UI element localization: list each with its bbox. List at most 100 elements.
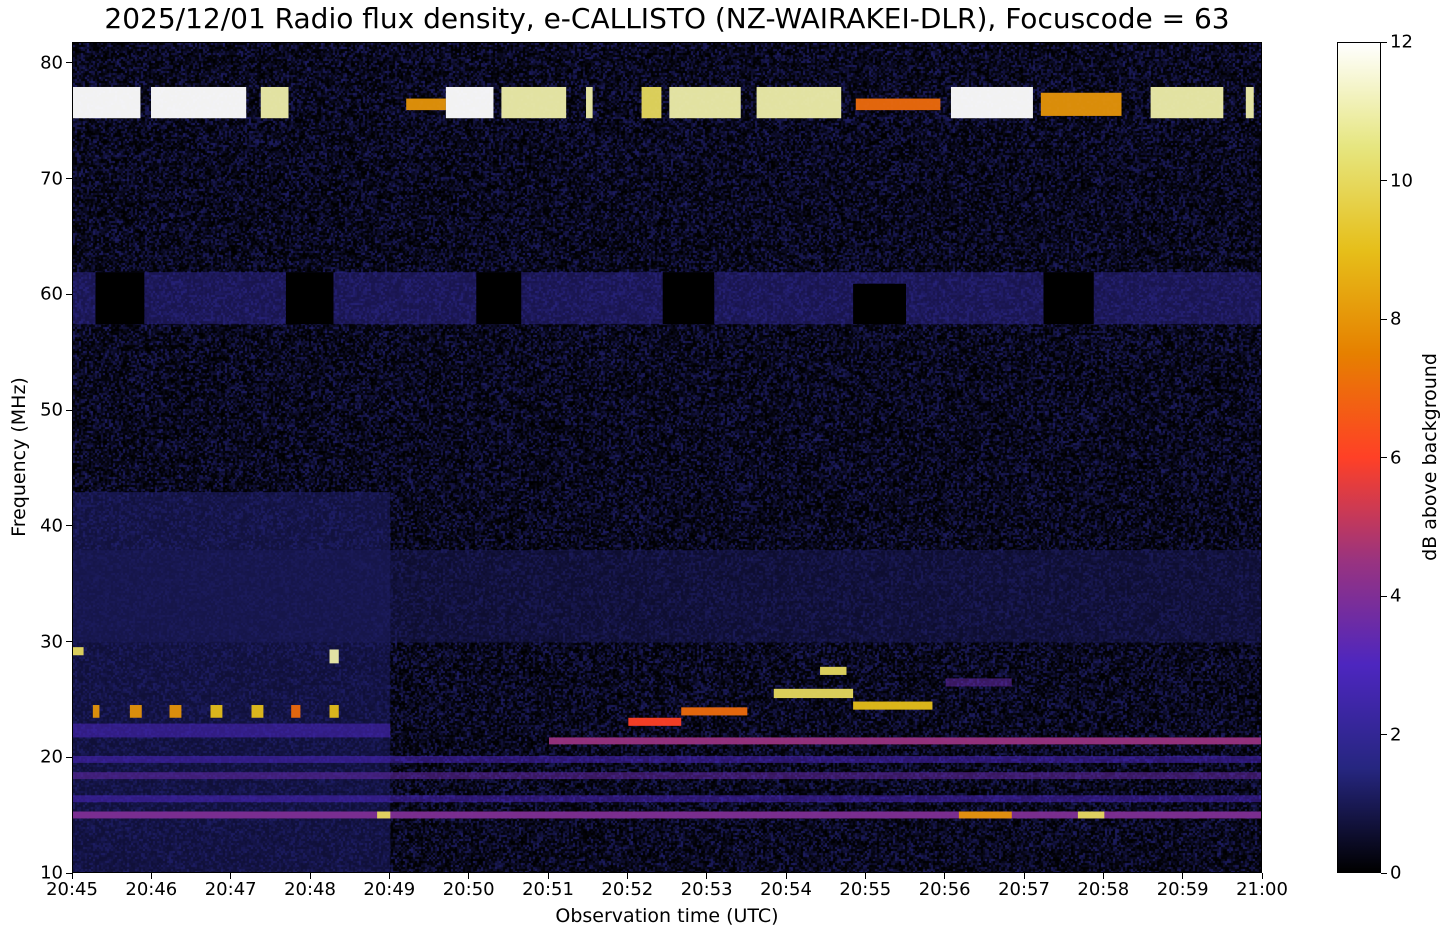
- colorbar-tick-mark: [1381, 595, 1387, 597]
- spectral-feature: [662, 272, 715, 325]
- x-tick-label: 21:00: [1236, 879, 1288, 900]
- x-tick-label: 20:48: [284, 879, 336, 900]
- x-tick-mark: [71, 873, 73, 879]
- spectral-feature: [406, 98, 446, 111]
- y-tick-mark: [66, 62, 72, 64]
- x-tick-label: 20:58: [1077, 879, 1130, 900]
- y-tick-mark: [66, 756, 72, 758]
- x-tick-label: 20:57: [998, 879, 1050, 900]
- colorbar-tick-label: 12: [1390, 31, 1413, 53]
- colorbar-label: dB above background: [1419, 353, 1441, 561]
- y-tick-mark: [66, 641, 72, 643]
- spectral-feature: [1043, 272, 1094, 325]
- spectral-feature: [377, 811, 391, 819]
- x-tick-label: 20:49: [363, 879, 416, 900]
- spectral-feature: [669, 86, 741, 119]
- x-axis-label: Observation time (UTC): [555, 905, 779, 927]
- y-tick-label: 70: [40, 168, 63, 190]
- colorbar-tick-label: 4: [1390, 585, 1402, 607]
- y-tick-label: 20: [40, 746, 63, 768]
- x-tick-label: 20:55: [839, 879, 892, 900]
- y-tick-mark: [66, 293, 72, 295]
- colorbar-tick-mark: [1381, 41, 1387, 43]
- x-tick-label: 20:47: [204, 879, 257, 900]
- x-tick-mark: [1182, 873, 1184, 879]
- spectral-feature: [169, 705, 182, 718]
- spectral-feature: [73, 795, 1261, 803]
- x-tick-mark: [309, 873, 311, 879]
- chart-title: 2025/12/01 Radio flux density, e-CALLIST…: [104, 2, 1230, 35]
- colorbar-tick-mark: [1381, 457, 1387, 458]
- x-tick-label: 20:56: [918, 879, 971, 900]
- y-tick-label: 80: [40, 52, 63, 74]
- x-tick-label: 20:59: [1156, 879, 1209, 900]
- spectral-feature: [855, 98, 941, 111]
- x-tick-mark: [1261, 873, 1263, 879]
- spectral-feature: [73, 811, 1261, 819]
- spectral-feature: [260, 86, 289, 119]
- spectral-features: [73, 86, 1261, 872]
- spectral-feature: [958, 811, 1012, 819]
- colorbar-tick-mark: [1381, 180, 1387, 181]
- spectral-feature: [285, 272, 334, 325]
- x-tick-mark: [468, 873, 470, 879]
- x-tick-label: 20:46: [125, 879, 178, 900]
- y-tick-mark: [66, 525, 72, 527]
- colorbar: [1337, 42, 1381, 873]
- y-tick-label: 30: [40, 631, 63, 653]
- spectral-feature: [73, 549, 1261, 643]
- colorbar-tick-label: 10: [1390, 170, 1413, 191]
- x-tick-label: 20:50: [442, 879, 495, 900]
- x-tick-mark: [150, 873, 152, 879]
- spectral-feature: [92, 705, 100, 718]
- x-tick-mark: [388, 873, 390, 879]
- spectral-feature: [950, 86, 1033, 119]
- spectral-feature: [73, 647, 84, 656]
- y-tick-mark: [66, 409, 72, 411]
- spectral-feature: [445, 86, 494, 119]
- spectral-feature: [151, 86, 247, 119]
- spectral-feature: [476, 272, 522, 325]
- spectral-feature: [756, 86, 842, 119]
- y-tick-label: 60: [40, 283, 63, 305]
- spectral-feature: [549, 737, 1261, 745]
- x-tick-mark: [785, 873, 787, 879]
- spectral-feature: [129, 705, 142, 718]
- y-tick-mark: [66, 872, 72, 874]
- plot-area: [72, 42, 1262, 873]
- spectral-feature: [853, 701, 933, 710]
- x-tick-label: 20:45: [46, 879, 98, 900]
- spectral-feature: [501, 86, 567, 119]
- spectral-feature: [95, 272, 145, 325]
- x-tick-mark: [706, 873, 708, 879]
- spectral-feature: [586, 86, 593, 119]
- x-tick-label: 20:54: [760, 879, 812, 900]
- x-tick-mark: [547, 873, 549, 879]
- spectral-feature: [210, 705, 223, 718]
- spectral-feature: [1150, 86, 1224, 119]
- colorbar-tick-label: 6: [1390, 447, 1402, 468]
- spectral-feature: [1245, 86, 1254, 119]
- spectral-feature: [853, 283, 906, 325]
- spectral-feature: [73, 723, 391, 738]
- x-tick-mark: [864, 873, 866, 879]
- y-tick-label: 50: [40, 399, 63, 421]
- x-tick-label: 20:53: [680, 879, 733, 900]
- x-tick-mark: [230, 873, 232, 879]
- y-tick-label: 40: [40, 515, 63, 537]
- spectral-feature: [628, 717, 682, 726]
- spectral-feature: [1040, 92, 1122, 116]
- x-tick-mark: [1102, 873, 1104, 879]
- x-tick-mark: [1023, 873, 1025, 879]
- spectral-feature: [820, 666, 847, 675]
- x-tick-label: 20:51: [522, 879, 574, 900]
- spectral-feature: [251, 705, 264, 718]
- y-axis-label: Frequency (MHz): [8, 377, 30, 537]
- spectral-feature: [73, 772, 1261, 780]
- spectral-feature: [291, 705, 301, 718]
- colorbar-tick-mark: [1381, 318, 1387, 320]
- spectral-feature: [945, 678, 1012, 687]
- colorbar-tick-mark: [1381, 872, 1387, 874]
- spectral-feature: [329, 705, 339, 718]
- colorbar-tick-label: 2: [1390, 724, 1402, 745]
